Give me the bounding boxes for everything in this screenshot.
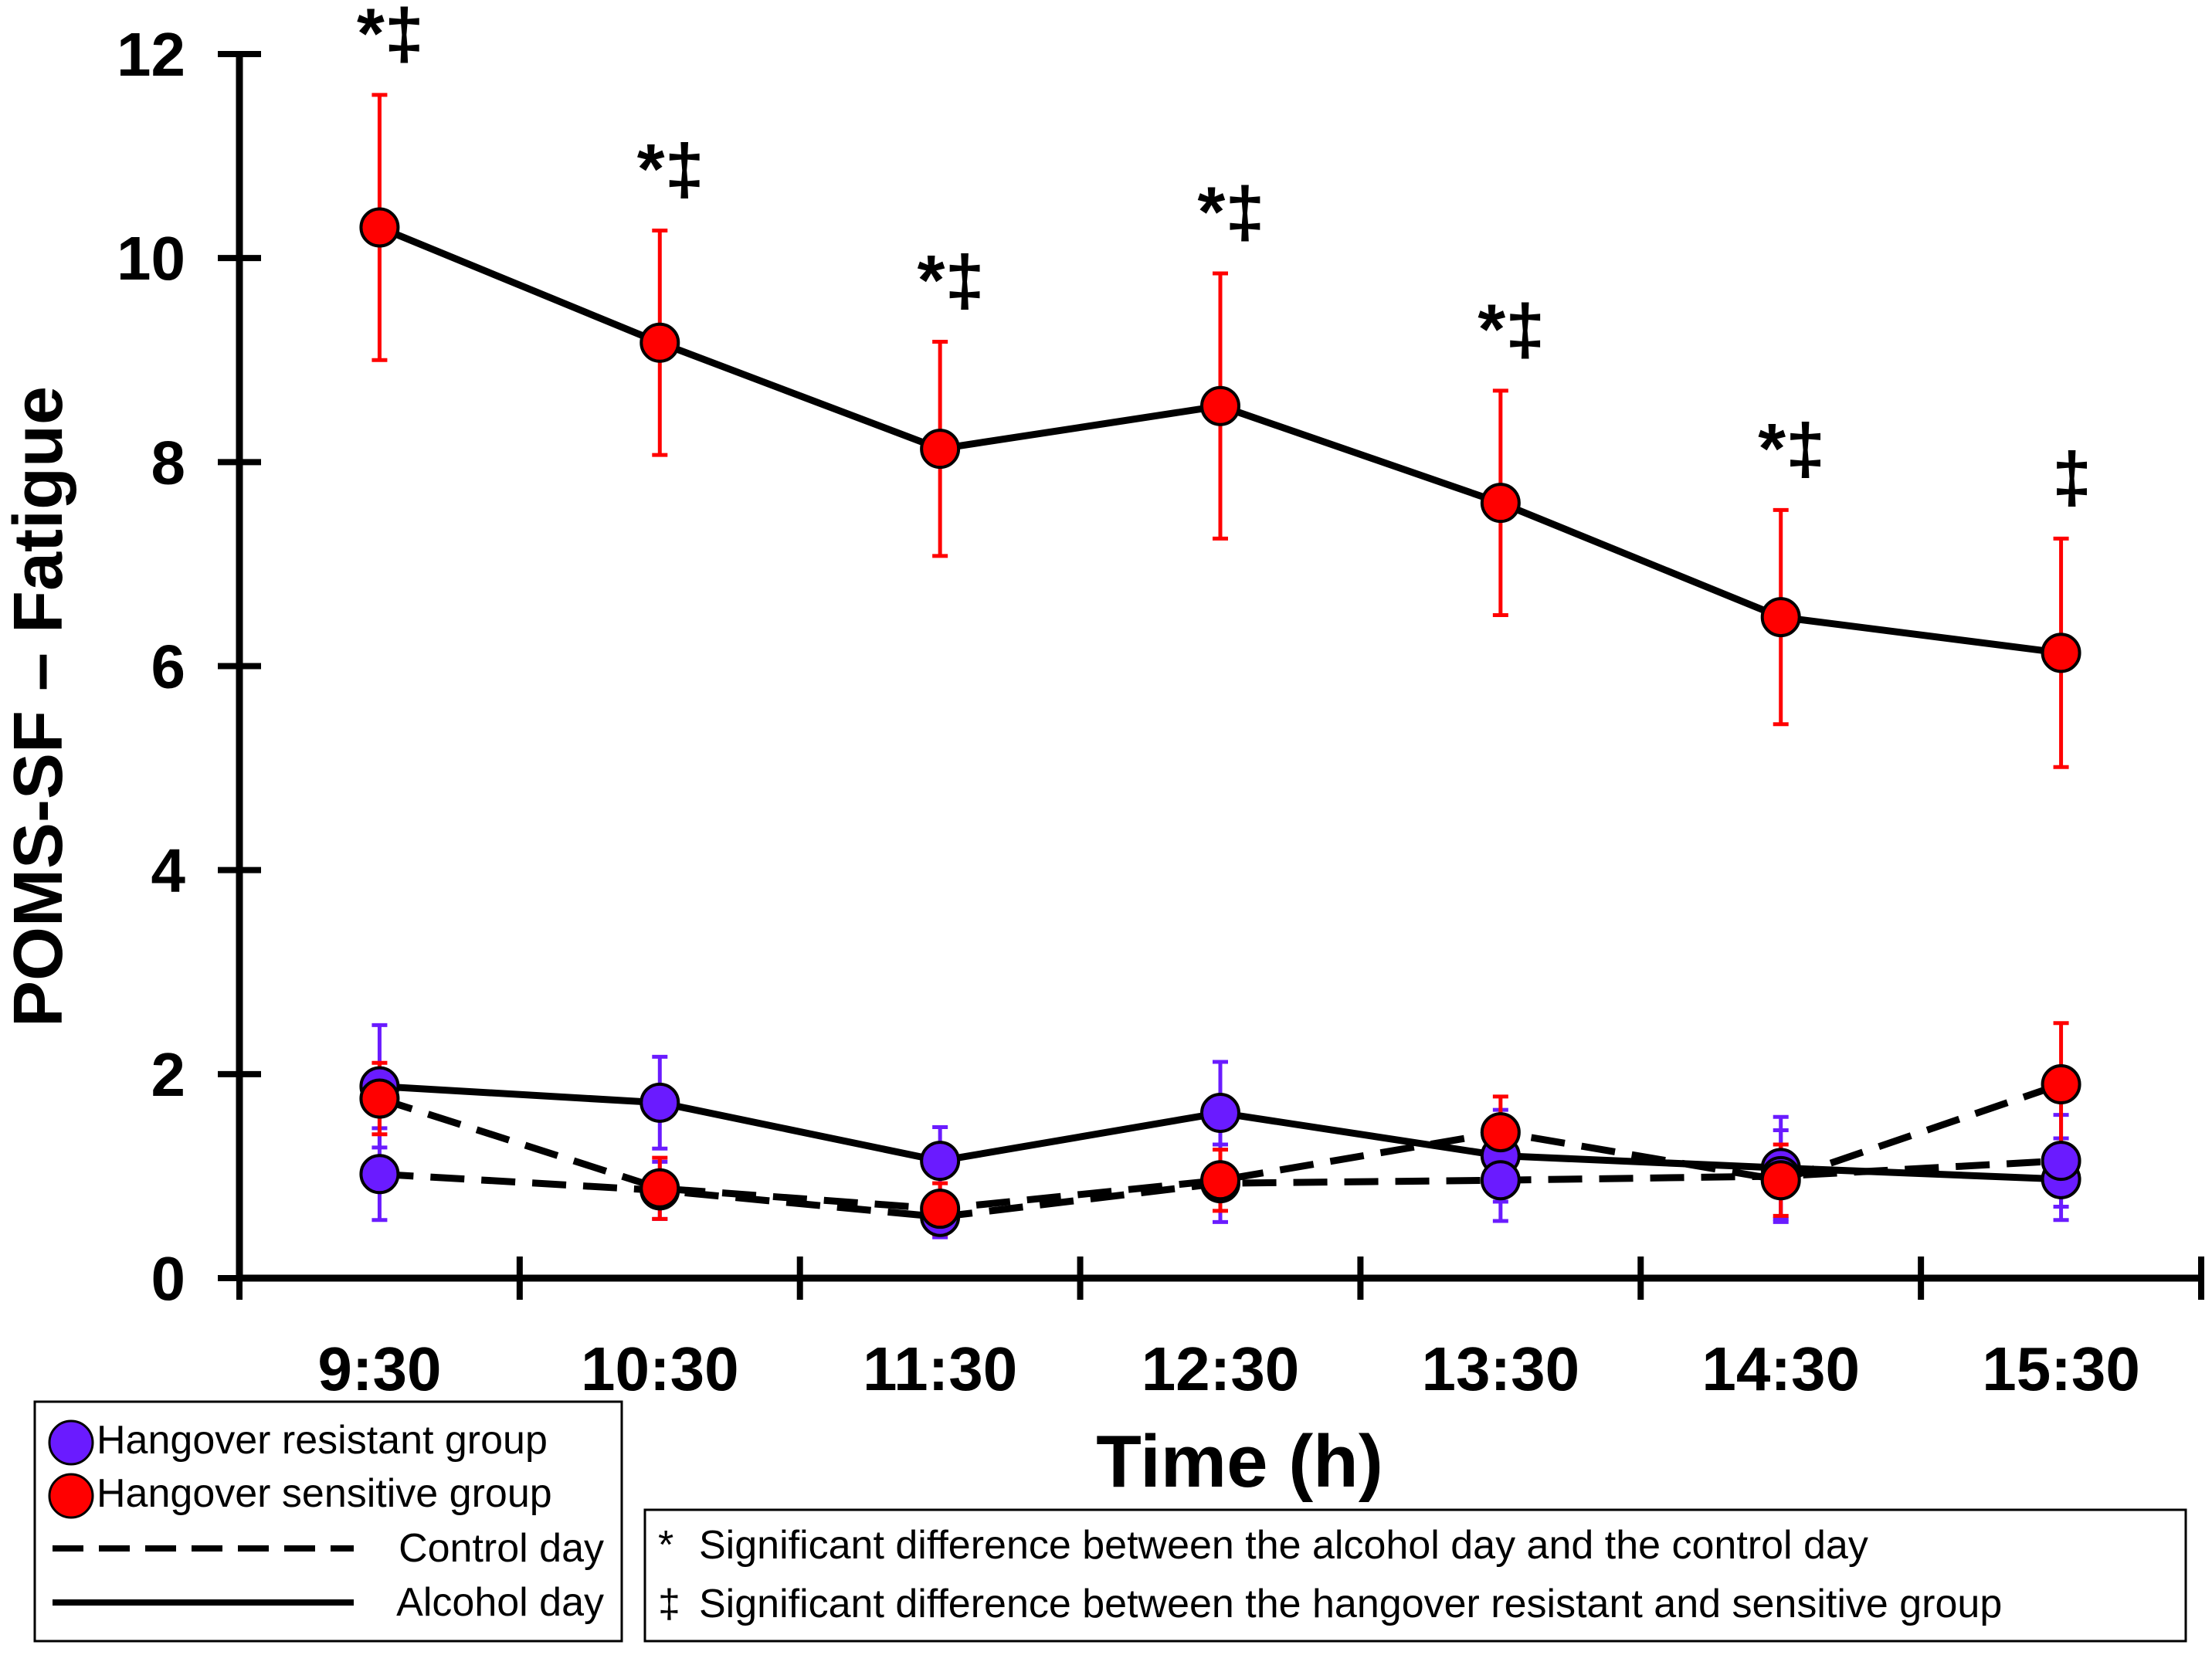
data-point-resistant-alcohol [640,1082,680,1123]
significance-label: *‡ [1758,409,1825,488]
data-point-sensitive-alcohol [1480,483,1521,524]
data-point-sensitive-alcohol [1200,385,1240,426]
data-point-sensitive-control [359,1078,400,1119]
note-group-difference-text: Significant difference between the hango… [699,1582,2002,1626]
data-point-sensitive-alcohol [640,322,680,363]
data-points [359,207,2081,1237]
data-point-sensitive-control [640,1168,680,1209]
note-alcohol-vs-control-symbol: * [658,1523,673,1568]
data-point-sensitive-control [1760,1160,1801,1201]
legend: Hangover resistant group Hangover sensit… [33,1400,623,1643]
legend-resistant-label: Hangover resistant group [97,1418,548,1463]
data-point-resistant-control [1480,1160,1521,1201]
y-tick-label: 8 [151,428,186,497]
legend-sensitive-label: Hangover sensitive group [97,1471,552,1516]
x-tick-label: 12:30 [1142,1335,1300,1403]
significance-label: *‡ [357,0,424,73]
significance-label: *‡ [637,131,704,209]
x-tick-label: 14:30 [1701,1335,1860,1403]
data-point-sensitive-control [920,1189,961,1229]
axes: 0 2 4 6 8 10 12 9:30 10:30 11:30 12:30 13:30 14:30 15… [117,20,2204,1403]
data-point-sensitive-control [1480,1112,1521,1153]
data-point-resistant-control [2041,1141,2081,1182]
note-group-difference-symbol: ‡ [658,1582,680,1626]
error-bars [371,93,2069,1240]
y-tick-label: 6 [151,632,186,701]
legend-alcohol-label: Alcohol day [396,1580,604,1625]
note-alcohol-vs-control-text: Significant difference between the alcoh… [699,1523,1868,1568]
significance-label: *‡ [1477,290,1545,369]
data-point-sensitive-alcohol [920,429,961,470]
y-axis-label: POMS-SF – Fatigue [0,386,77,1027]
x-tick-label: 15:30 [1982,1335,2140,1403]
x-tick-label: 13:30 [1422,1335,1580,1403]
legend-sensitive-marker [48,1473,94,1519]
data-point-resistant-alcohol [920,1141,961,1182]
data-point-sensitive-alcohol [2041,632,2081,673]
legend-resistant-marker [48,1419,94,1466]
significance-label: *‡ [918,241,985,320]
y-tick-label: 0 [151,1244,186,1313]
x-tick-label: 9:30 [317,1335,441,1403]
data-point-sensitive-alcohol [359,207,400,248]
y-tick-label: 2 [151,1040,186,1109]
y-tick-label: 10 [117,224,185,293]
notes-box: * Significant difference between the alc… [643,1508,2187,1643]
significance-labels: *‡ *‡ *‡ *‡ *‡ *‡ ‡ [357,0,2092,517]
legend-control-label: Control day [399,1526,604,1571]
data-point-sensitive-control [1200,1160,1240,1201]
data-point-resistant-alcohol [1200,1093,1240,1134]
x-tick-label: 11:30 [863,1335,1017,1403]
x-axis-label: Time (h) [1096,1420,1383,1503]
significance-label: *‡ [1198,173,1265,252]
data-point-sensitive-alcohol [1760,597,1801,638]
data-point-sensitive-control [2041,1064,2081,1105]
data-point-resistant-control [359,1154,400,1195]
y-tick-label: 12 [117,20,185,89]
significance-label: ‡ [2052,438,2092,517]
x-tick-label: 10:30 [581,1335,739,1403]
y-tick-label: 4 [151,836,186,905]
